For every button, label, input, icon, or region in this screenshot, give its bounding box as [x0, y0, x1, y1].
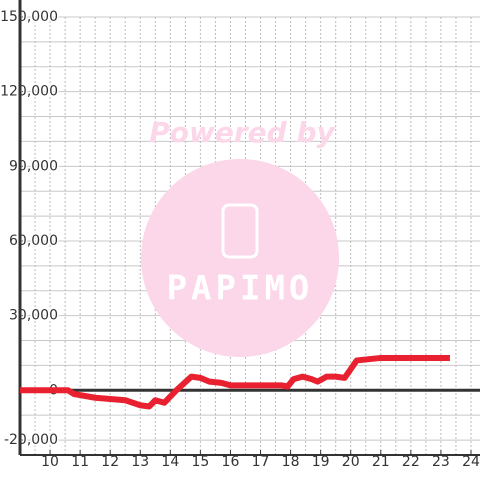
x-tick-label: 24	[462, 454, 480, 470]
y-tick-label: 30,000	[9, 308, 58, 324]
x-tick-label: 21	[372, 454, 390, 470]
x-tick-label: 14	[161, 454, 179, 470]
watermark-phone	[221, 203, 259, 259]
x-tick-label: 18	[282, 454, 300, 470]
y-tick-label: 150,000	[0, 9, 58, 25]
x-tick-label: 13	[131, 454, 149, 470]
watermark-text: Powered by	[149, 116, 336, 149]
watermark: Powered by PAPIMO	[141, 116, 339, 357]
y-tick-label: 120,000	[0, 84, 58, 100]
x-tick-label: 11	[71, 454, 89, 470]
x-tick-label: 17	[252, 454, 270, 470]
y-tick-label: 60,000	[9, 233, 58, 249]
y-tick-label: 90,000	[9, 158, 58, 174]
x-tick-label: 19	[312, 454, 330, 470]
x-tick-label: 15	[191, 454, 209, 470]
watermark-logo: PAPIMO	[167, 269, 314, 309]
data-line	[20, 354, 450, 410]
x-tick-label: 23	[432, 454, 450, 470]
x-tick-label: 12	[101, 454, 119, 470]
x-tick-label: 10	[41, 454, 59, 470]
x-tick-label: 20	[342, 454, 360, 470]
x-tick-label: 16	[222, 454, 240, 470]
x-tick-label: 22	[402, 454, 420, 470]
y-tick-label: -20,000	[4, 432, 58, 448]
